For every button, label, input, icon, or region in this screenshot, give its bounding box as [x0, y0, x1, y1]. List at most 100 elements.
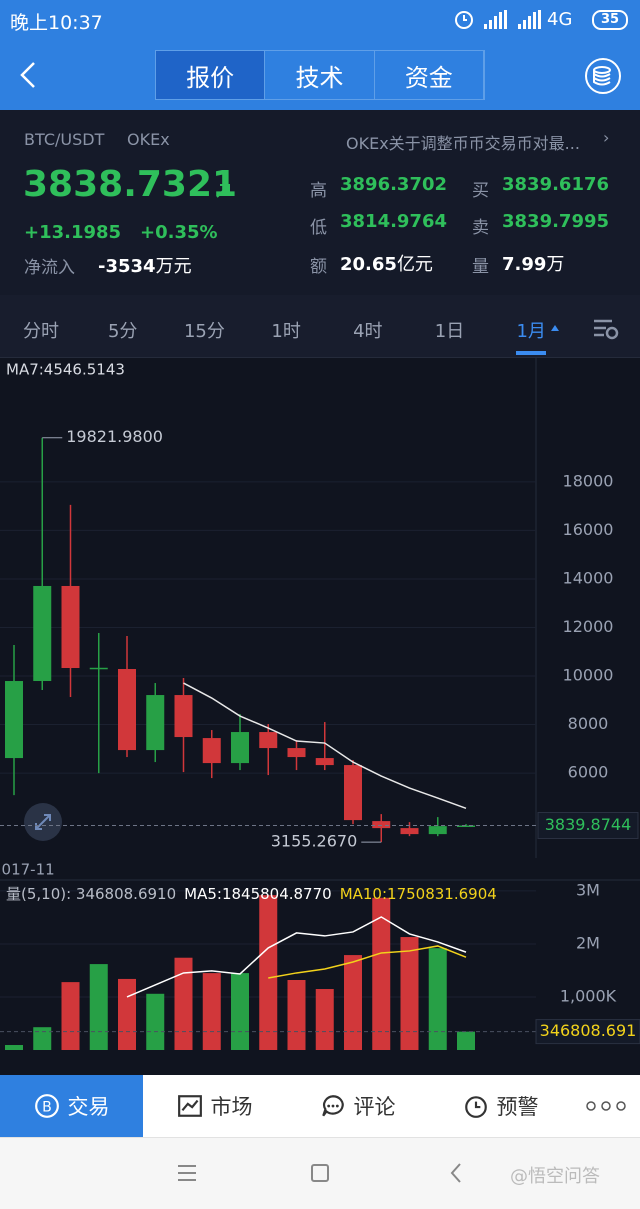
nav-more[interactable]: [572, 1075, 640, 1137]
period-underline: [516, 351, 547, 355]
stat-value: 3814.9764: [340, 211, 448, 232]
volume-bar: [202, 973, 221, 1050]
volume-bar: [372, 897, 391, 1050]
period-tab[interactable]: 1时: [271, 321, 301, 342]
volume-bar: [118, 978, 136, 1050]
top-bar: 报价 技术 资金: [0, 40, 640, 110]
period-tab[interactable]: 5分: [107, 321, 138, 342]
y-tick-label: 18000: [563, 471, 614, 490]
min-label: 3155.2670: [271, 832, 358, 851]
indicator-tab[interactable]: SAR: [230, 1072, 263, 1076]
y-tick-label: 12000: [563, 617, 614, 636]
volume-tick-label: 2M: [576, 933, 600, 952]
tab-group: 报价 技术 资金: [155, 50, 485, 100]
pair: BTC/USDT: [24, 130, 105, 149]
stat-unit: 万: [546, 254, 565, 275]
period-tab[interactable]: 1日: [434, 321, 465, 342]
candle-body: [231, 732, 249, 764]
candle-body: [400, 828, 419, 835]
last-price-label: 3839.8744: [545, 815, 632, 834]
stat-value: 7.99: [502, 254, 547, 275]
tab[interactable]: 资金: [375, 51, 484, 99]
volume-bar: [400, 937, 419, 1050]
home-button[interactable]: [311, 1164, 329, 1182]
indicator-tab[interactable]: SKDJ: [587, 1072, 625, 1076]
volume-legend-item: MA5:1845804.8770: [184, 885, 332, 903]
system-nav: @悟空问答: [0, 1138, 640, 1209]
y-tick-label: 16000: [563, 520, 614, 539]
stat-value: 3896.3702: [340, 174, 448, 195]
more-icon: [586, 1101, 626, 1111]
tab[interactable]: 技术: [265, 51, 375, 99]
indicator-tab[interactable]: MAVOL: [362, 1072, 418, 1076]
volume-legend: 量(5,10): 346808.6910 MA5:1845804.8770 MA10…: [6, 885, 497, 903]
indicator-tab[interactable]: MACD: [438, 1072, 486, 1076]
indicator-tab[interactable]: KDJ: [520, 1072, 548, 1076]
status-bar: 晚上10:37 4G 35: [0, 0, 640, 40]
asset-button[interactable]: [584, 57, 622, 95]
stat-label: 额: [310, 257, 327, 277]
nav-item[interactable]: 市场: [143, 1075, 286, 1137]
watermark: @悟空问答: [510, 1166, 600, 1187]
candle-body: [372, 821, 391, 829]
nav-label: 预警: [496, 1095, 539, 1119]
candle-body: [457, 825, 475, 828]
period-tab[interactable]: 分时: [23, 321, 59, 342]
volume-bar: [5, 1045, 23, 1050]
volume-bar: [457, 1031, 475, 1050]
nav-item[interactable]: 评论: [286, 1075, 429, 1137]
nav-label: 评论: [353, 1095, 396, 1119]
volume-bar: [61, 982, 80, 1050]
ma7-line: [183, 682, 467, 810]
candle-body: [146, 695, 165, 751]
nav-icon: [177, 1095, 202, 1117]
volume-bar: [315, 989, 334, 1050]
nav-item[interactable]: 预警: [429, 1075, 572, 1137]
settings-icon[interactable]: [592, 317, 620, 341]
candle-body: [118, 669, 136, 751]
volume-bar: [259, 895, 278, 1050]
volume-ma10-line: [268, 945, 467, 979]
candle-body: [202, 738, 221, 764]
stat-value: 20.65: [340, 254, 397, 275]
menu-button[interactable]: [178, 1165, 196, 1181]
stat: 3839.6176: [502, 174, 609, 195]
candle-body: [61, 585, 80, 669]
tab[interactable]: 报价: [156, 51, 266, 99]
volume-bar: [146, 993, 165, 1050]
ma-label: MA7:4546.5143: [6, 361, 125, 379]
net-inflow-unit: 万元: [155, 256, 192, 277]
back-system-button[interactable]: [450, 1163, 461, 1183]
nav-item[interactable]: B 交易: [0, 1075, 143, 1137]
volume-bar: [344, 955, 362, 1050]
back-button[interactable]: [16, 60, 40, 90]
volume-tick-label: 3M: [576, 880, 600, 899]
last-price: 3838.7321: [23, 164, 238, 205]
period-tab[interactable]: 4时: [353, 321, 383, 342]
net-inflow-value: -3534: [98, 256, 156, 277]
period-tab[interactable]: 1月: [516, 321, 546, 342]
period-tab[interactable]: 15分: [183, 321, 225, 342]
battery-level: 35: [600, 12, 620, 27]
bottom-nav: B 交易 市场 评论 预警: [0, 1075, 640, 1138]
stat: 20.65亿元: [340, 250, 433, 276]
stat-label: 买: [472, 181, 489, 201]
volume-bar: [428, 948, 447, 1050]
last-price-box: [537, 811, 639, 839]
volume-bar: [89, 964, 108, 1050]
stat-label: 量: [472, 257, 489, 277]
volume-bar: [287, 980, 306, 1050]
y-tick-label: 8000: [568, 714, 609, 733]
notice[interactable]: OKEx关于调整币币交易币对最...: [346, 134, 580, 153]
stat-unit: 亿元: [396, 254, 433, 275]
y-tick-label: 10000: [563, 666, 614, 685]
volume-ma5-line: [126, 916, 467, 998]
indicator-tab[interactable]: EMA: [85, 1072, 120, 1076]
volume-bar: [174, 957, 193, 1050]
network-type: 4G: [547, 9, 573, 30]
indicator-tab[interactable]: BOLL: [153, 1072, 194, 1076]
indicator-tab[interactable]: EN: [307, 1072, 329, 1076]
last-volume-label: 346808.691: [540, 1021, 637, 1040]
indicator-tab[interactable]: MA: [18, 1072, 43, 1076]
